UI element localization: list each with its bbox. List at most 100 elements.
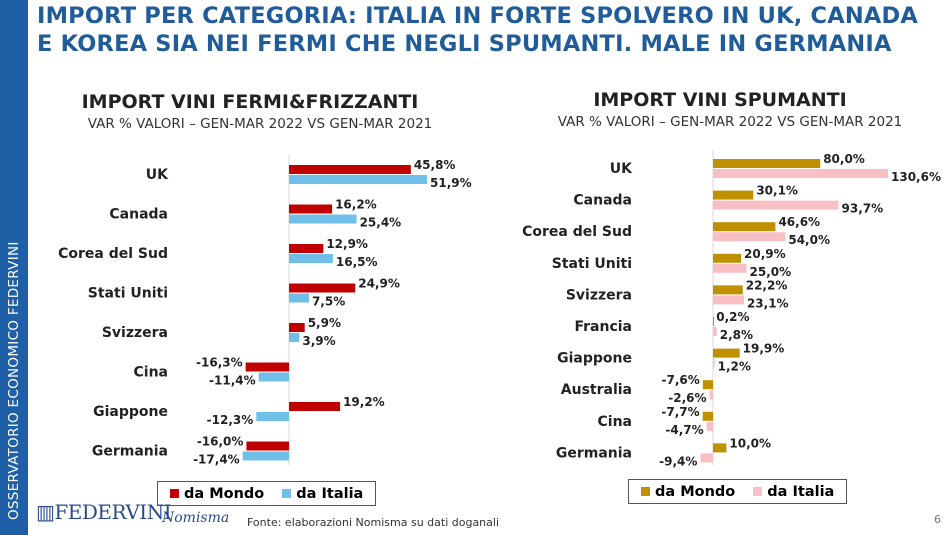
bar-italia <box>700 453 713 463</box>
category-label: Giappone <box>557 351 632 367</box>
category-label: Australia <box>561 382 632 398</box>
data-label: 30,1% <box>756 184 798 198</box>
bar-mondo <box>713 285 743 295</box>
data-label: 20,9% <box>744 247 786 261</box>
data-label: -9,4% <box>659 454 697 468</box>
bar-italia <box>713 169 889 178</box>
bar-mondo <box>713 222 776 232</box>
data-label: -11,4% <box>209 374 256 388</box>
data-label: 0,2% <box>716 310 749 324</box>
data-label: -12,3% <box>207 413 254 427</box>
bar-italia <box>713 263 747 273</box>
bar-italia <box>713 200 839 210</box>
category-label: Francia <box>574 319 632 335</box>
page-title: IMPORT PER CATEGORIA: ITALIA IN FORTE SP… <box>37 3 918 57</box>
bar-mondo <box>713 317 714 326</box>
category-label: Cina <box>134 365 169 381</box>
bar-mondo <box>713 443 727 453</box>
category-label: Svizzera <box>102 325 168 341</box>
federvini-logo-text: FEDERVINI <box>54 500 172 524</box>
data-label: -16,0% <box>197 435 244 449</box>
nomisma-logo: Nomisma <box>162 510 230 526</box>
bar-italia <box>713 358 715 368</box>
bar-italia <box>242 451 289 461</box>
category-label: Germania <box>92 444 168 460</box>
bar-mondo <box>289 165 411 174</box>
bar-mondo <box>289 244 324 253</box>
data-label: -4,7% <box>665 423 703 437</box>
legend-item-mondo: da Mondo <box>170 486 264 502</box>
bar-italia <box>289 214 357 224</box>
data-label: -7,7% <box>661 405 699 419</box>
bar-mondo <box>289 402 341 411</box>
legend-label: da Italia <box>296 485 364 502</box>
category-label: Stati Uniti <box>552 256 632 272</box>
chart1-subtitle: VAR % VALORI – GEN-MAR 2022 VS GEN-MAR 2… <box>87 116 433 132</box>
category-label: Cina <box>598 414 633 430</box>
legend-item-italia: da Italia <box>282 486 363 502</box>
source-note: Fonte: elaborazioni Nomisma su dati doga… <box>247 516 500 529</box>
bar-italia <box>289 293 309 303</box>
bar-italia <box>289 254 333 263</box>
chart2-legend: da Mondo da Italia <box>628 479 848 504</box>
bar-mondo <box>713 190 754 200</box>
legend-swatch <box>641 486 650 496</box>
bar-italia <box>706 421 713 431</box>
page-number: 6 <box>934 513 941 526</box>
data-label: 19,2% <box>343 395 385 409</box>
data-label: -2,6% <box>668 391 706 405</box>
federvini-logo: ▥FEDERVINI <box>36 500 172 524</box>
bar-italia <box>709 390 713 400</box>
data-label: 10,0% <box>729 436 771 450</box>
data-label: 46,6% <box>778 215 820 229</box>
bar-mondo <box>289 283 356 293</box>
data-label: 2,8% <box>720 328 753 342</box>
data-label: 24,9% <box>358 277 400 291</box>
bar-italia <box>713 327 717 336</box>
data-label: 5,9% <box>308 316 341 330</box>
legend-swatch <box>753 486 763 496</box>
bar-mondo <box>713 159 821 168</box>
bar-mondo <box>702 411 713 421</box>
category-label: Giappone <box>93 404 168 420</box>
bar-italia <box>256 412 289 421</box>
sidebar-band: OSSERVATORIO ECONOMICO FEDERVINI <box>0 0 28 535</box>
data-label: -7,6% <box>662 373 700 387</box>
legend-label: da Mondo <box>655 483 736 500</box>
category-label: UK <box>146 167 169 183</box>
data-label: 130,6% <box>891 170 941 184</box>
category-label: Canada <box>573 193 632 209</box>
bar-italia <box>289 333 300 342</box>
data-label: 1,2% <box>718 360 751 374</box>
category-label: Corea del Sud <box>522 224 632 240</box>
bar-italia <box>258 372 289 382</box>
data-label: -17,4% <box>193 453 240 467</box>
data-label: 25,4% <box>360 216 402 230</box>
data-label: 12,9% <box>326 237 368 251</box>
category-label: Corea del Sud <box>58 246 168 262</box>
chart2-subtitle: VAR % VALORI – GEN-MAR 2022 VS GEN-MAR 2… <box>557 114 903 130</box>
data-label: 22,2% <box>746 278 788 292</box>
bar-mondo <box>713 348 740 358</box>
data-label: 23,1% <box>747 296 789 310</box>
data-label: 51,9% <box>430 176 472 190</box>
bar-mondo <box>289 323 305 332</box>
category-label: Canada <box>109 207 168 223</box>
chart2-title: IMPORT VINI SPUMANTI <box>593 89 847 111</box>
data-label: -16,3% <box>196 356 243 370</box>
bar-mondo <box>702 380 713 390</box>
data-label: 19,9% <box>743 342 785 356</box>
bar-mondo <box>246 441 289 451</box>
legend-label: da Italia <box>767 483 835 500</box>
legend-label: da Mondo <box>184 485 265 502</box>
bar-italia <box>289 175 428 184</box>
category-label: Stati Uniti <box>88 286 168 302</box>
legend-swatch <box>282 488 292 498</box>
data-label: 7,5% <box>312 295 345 309</box>
category-label: UK <box>610 161 633 177</box>
bar-mondo <box>289 204 333 214</box>
data-label: 16,5% <box>336 255 378 269</box>
category-label: Svizzera <box>566 287 632 303</box>
category-label: Germania <box>556 445 632 461</box>
